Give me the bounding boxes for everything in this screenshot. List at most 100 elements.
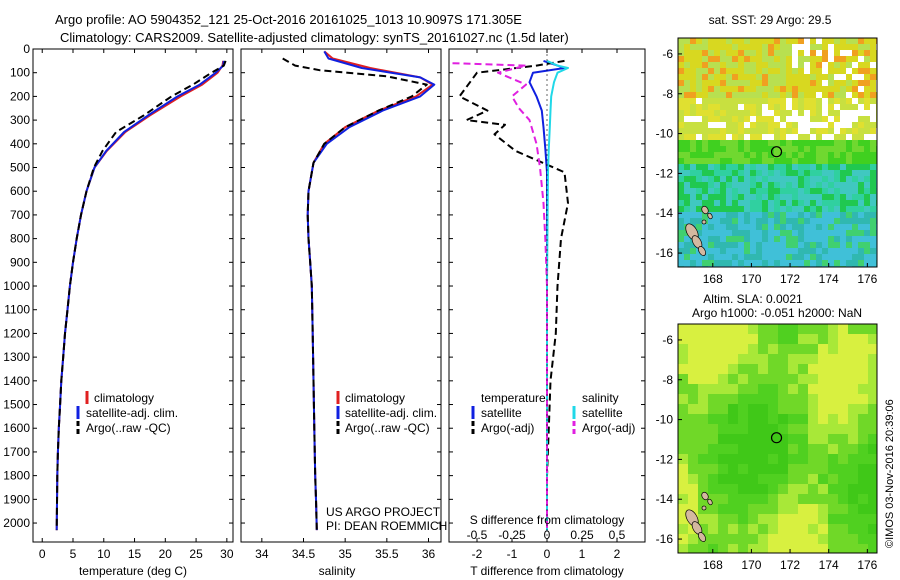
map-cell (822, 260, 829, 267)
map-cell (778, 424, 789, 435)
map-cell (858, 414, 869, 425)
map-cell (788, 514, 799, 525)
map-cell (818, 354, 829, 365)
map-cell (798, 454, 809, 465)
map-cell (808, 424, 819, 435)
map-cell (708, 68, 715, 75)
map-cell (750, 68, 757, 75)
argo-float-marker (770, 146, 783, 158)
map-cell (702, 38, 709, 45)
map-cell (864, 98, 871, 105)
y-tick-label: 1300 (3, 350, 30, 364)
y-tick-label: 300 (10, 113, 30, 127)
map-cell (750, 188, 757, 195)
map-cell (804, 254, 811, 261)
map-cell (828, 404, 839, 415)
map-cell (846, 116, 853, 123)
map-cell (678, 414, 689, 425)
map-cell (792, 164, 799, 171)
y-tick-label: 1400 (3, 374, 30, 388)
map-cell (864, 230, 871, 237)
map-cell (714, 92, 721, 99)
map-cell (852, 122, 859, 129)
map-cell (788, 334, 799, 345)
map-cell (868, 344, 877, 355)
map-cell (774, 98, 781, 105)
map-cell (870, 206, 877, 213)
map-cell (678, 206, 685, 213)
x-tick-label: 0 (39, 547, 46, 561)
map-cell (780, 62, 787, 69)
map-cell (846, 260, 853, 267)
map-cell (758, 544, 769, 553)
map-cell (744, 152, 751, 159)
map-cell (708, 344, 719, 355)
map-cell (744, 128, 751, 135)
map-cell (868, 384, 877, 395)
map-cell (684, 176, 691, 183)
map-cell (840, 38, 847, 45)
island-shape (707, 498, 713, 506)
map-cell (858, 484, 869, 495)
map-cell (698, 444, 709, 455)
map-cell (748, 444, 759, 455)
map-cell (804, 218, 811, 225)
map-cell (696, 170, 703, 177)
map-cell (744, 188, 751, 195)
map-cell (870, 212, 877, 219)
map-cell (810, 146, 817, 153)
map-cell (828, 224, 835, 231)
map-cell (792, 188, 799, 195)
sst-map-frame (677, 37, 878, 268)
map-cell (774, 68, 781, 75)
map-cell (870, 254, 877, 261)
map-cell (868, 474, 877, 485)
map-cell (834, 38, 841, 45)
map-cell (858, 504, 869, 515)
map-cell (840, 194, 847, 201)
map-cell (858, 344, 869, 355)
map-cell (792, 224, 799, 231)
map-cell (792, 62, 799, 69)
map-cell (762, 194, 769, 201)
map-cell (846, 74, 853, 81)
map-cell (708, 164, 715, 171)
map-cell (678, 62, 685, 69)
map-cell (848, 404, 859, 415)
map-cell (798, 236, 805, 243)
map-cell (870, 140, 877, 147)
map-cell (690, 122, 697, 129)
map-cell (684, 140, 691, 147)
map-cell (738, 224, 745, 231)
map-cell (816, 248, 823, 255)
map-cell (828, 116, 835, 123)
map-cell (678, 344, 689, 355)
map-cell (870, 230, 877, 237)
map-cell (792, 44, 799, 51)
map-cell (810, 116, 817, 123)
map-cell (838, 404, 849, 415)
map-cell (786, 44, 793, 51)
salinity-plot-frame (240, 48, 442, 543)
map-cell (702, 170, 709, 177)
map-cell (834, 218, 841, 225)
map-cell (688, 424, 699, 435)
map-cell (848, 544, 859, 553)
map-cell (852, 218, 859, 225)
map-cell (834, 86, 841, 93)
map-cell (774, 122, 781, 129)
map-cell (838, 504, 849, 515)
map-cell (864, 218, 871, 225)
map-cell (688, 354, 699, 365)
map-cell (708, 200, 715, 207)
map-cell (762, 254, 769, 261)
map-cell (870, 164, 877, 171)
map-cell (738, 384, 749, 395)
map-cell (684, 74, 691, 81)
map-cell (732, 242, 739, 249)
map-cell (726, 248, 733, 255)
map-cell (768, 92, 775, 99)
map-cell (846, 236, 853, 243)
map-cell (852, 104, 859, 111)
map-cell (852, 62, 859, 69)
